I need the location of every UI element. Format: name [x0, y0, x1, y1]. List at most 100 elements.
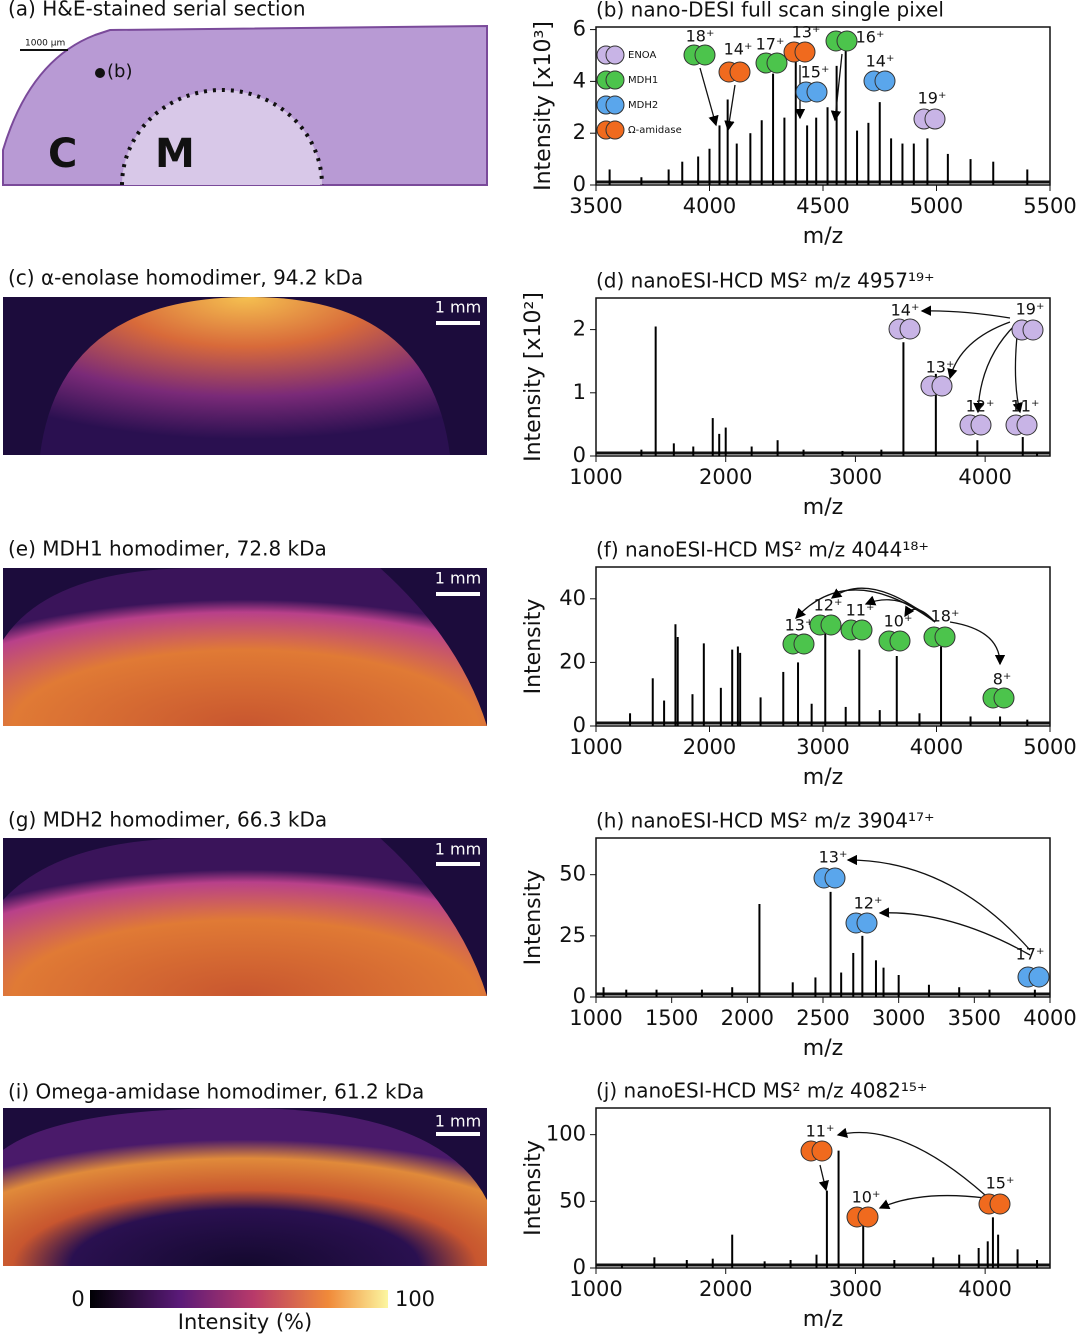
legend-label: MDH1	[628, 75, 658, 86]
protein-icon	[924, 108, 946, 130]
arrow	[830, 53, 843, 122]
colorbar-tick: 0	[71, 1287, 84, 1311]
scale-label: 1000 μm	[25, 39, 65, 49]
x-tick-label: 2000	[721, 1006, 774, 1030]
x-tick-label: 1000	[569, 1277, 622, 1301]
protein-icon	[1028, 966, 1050, 988]
panel-title: (a) H&E-stained serial section	[8, 0, 306, 21]
protein-icon	[857, 1206, 879, 1228]
charge-label: 8⁺	[993, 670, 1012, 689]
colorbar-label: Intensity (%)	[178, 1310, 312, 1334]
x-tick-label: 3500	[948, 1006, 1001, 1030]
x-tick-label: 2000	[699, 1277, 752, 1301]
protein-icon	[824, 867, 846, 889]
y-tick-label: 0	[573, 984, 586, 1008]
y-axis-label: Intensity	[521, 870, 546, 966]
x-tick-label: 4000	[683, 194, 736, 218]
y-tick-label: 4	[573, 68, 586, 92]
x-tick-label: 2000	[683, 735, 736, 759]
arrow	[818, 1164, 829, 1192]
y-tick-label: 25	[559, 923, 586, 947]
y-tick-label: 0	[573, 443, 586, 467]
legend-label: ENOA	[628, 50, 656, 61]
charge-label: 12⁺	[814, 596, 843, 615]
y-tick-label: 2	[573, 120, 586, 144]
x-tick-label: 2000	[699, 465, 752, 489]
charge-label: 19⁺	[918, 89, 947, 108]
y-tick-label: 50	[559, 1188, 586, 1212]
x-axis-label: m/z	[803, 765, 843, 790]
panel-title: (c) α-enolase homodimer, 94.2 kDa	[8, 266, 363, 290]
x-tick-label: 3000	[872, 1006, 925, 1030]
legend-icon	[605, 45, 625, 65]
x-tick-label: 2500	[796, 1006, 849, 1030]
legend-icon	[605, 95, 625, 115]
y-axis-label: Intensity [x10³]	[531, 21, 556, 191]
x-tick-label: 3000	[796, 735, 849, 759]
protein-icon	[931, 375, 953, 397]
x-tick-label: 1500	[645, 1006, 698, 1030]
x-axis-label: m/z	[803, 1036, 843, 1061]
arrow	[699, 67, 719, 127]
arrow	[920, 305, 1011, 319]
charge-label: 11⁺	[846, 601, 875, 620]
charge-label: 18⁺	[686, 27, 715, 46]
scale-bars	[436, 321, 480, 1136]
arrow	[864, 595, 936, 623]
arrow	[949, 621, 1006, 666]
arrow	[904, 605, 936, 623]
medulla-outline	[120, 88, 324, 186]
x-axis-label: m/z	[803, 1307, 843, 1332]
x-tick-label: 3500	[569, 194, 622, 218]
chart-title: (f) nanoESI-HCD MS² m/z 4044¹⁸⁺	[596, 538, 929, 562]
protein-icon	[934, 626, 956, 648]
y-tick-label: 0	[573, 172, 586, 196]
x-tick-label: 5000	[910, 194, 963, 218]
charge-label: 13⁺	[926, 358, 955, 377]
protein-icon	[794, 41, 816, 63]
heatmap	[3, 568, 487, 726]
protein-icon	[766, 52, 788, 74]
x-axis-label: m/z	[803, 495, 843, 520]
protein-icon	[899, 318, 921, 340]
x-tick-label: 3000	[829, 465, 882, 489]
y-tick-label: 100	[546, 1122, 586, 1146]
x-tick-label: 4000	[910, 735, 963, 759]
arrow	[947, 321, 1011, 380]
pixel-marker	[95, 68, 105, 78]
y-axis-label: Intensity	[521, 599, 546, 695]
x-tick-label: 3000	[829, 1277, 882, 1301]
y-tick-label: 6	[573, 17, 586, 41]
chart-title: (b) nano-DESI full scan single pixel	[596, 0, 944, 22]
chart-title: (d) nanoESI-HCD MS² m/z 4957¹⁹⁺	[596, 269, 935, 293]
protein-icon	[851, 619, 873, 641]
protein-icon	[793, 633, 815, 655]
charge-label: 11⁺	[1011, 397, 1040, 416]
region-label: C	[48, 131, 77, 177]
protein-icon	[856, 912, 878, 934]
y-tick-label: 1	[573, 380, 586, 404]
legend-label: MDH2	[628, 100, 658, 111]
charge-label: 18⁺	[931, 607, 960, 626]
x-tick-label: 4000	[1023, 1006, 1076, 1030]
legend-icon	[605, 70, 625, 90]
charge-label: 12⁺	[966, 397, 995, 416]
legend-icon	[605, 120, 625, 140]
arrow	[878, 1194, 986, 1210]
marker-label: (b)	[107, 61, 132, 82]
charge-label: 14⁺	[891, 301, 920, 320]
x-tick-label: 5500	[1023, 194, 1076, 218]
arrow	[836, 1127, 986, 1196]
y-axis-label: Intensity [x10²]	[521, 292, 546, 462]
y-tick-label: 20	[559, 649, 586, 673]
protein-icon	[989, 1193, 1011, 1215]
arrow	[724, 84, 736, 132]
protein-icon	[811, 1140, 833, 1162]
x-tick-label: 4500	[796, 194, 849, 218]
legend-label: Ω-amidase	[628, 125, 682, 136]
charge-label: 15⁺	[986, 1174, 1015, 1193]
plot-frame	[595, 1107, 1051, 1269]
protein-icon	[820, 614, 842, 636]
y-tick-label: 50	[559, 862, 586, 886]
colorbar	[90, 1290, 388, 1308]
